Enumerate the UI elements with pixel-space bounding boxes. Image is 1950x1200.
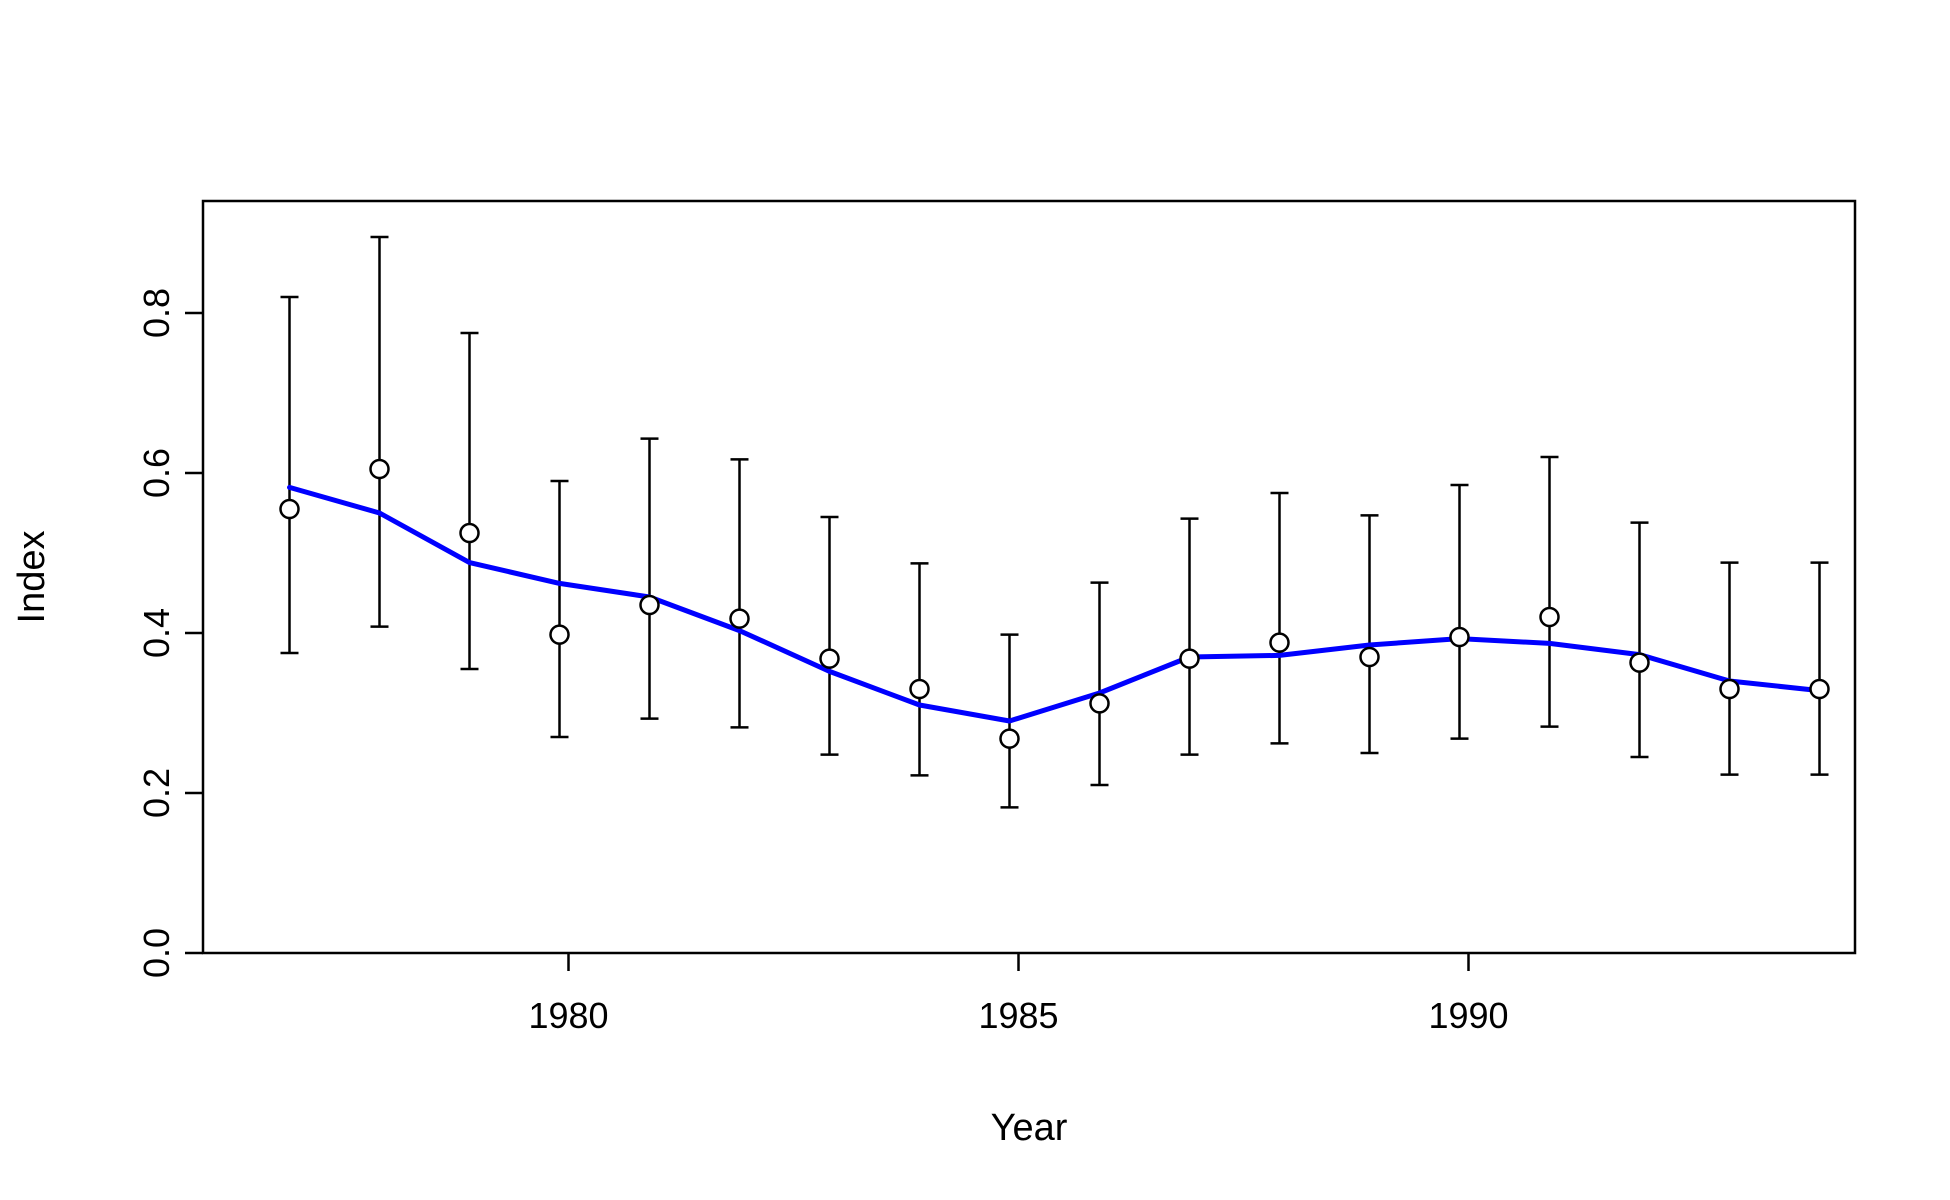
error-bar	[1090, 581, 1109, 787]
observed-point	[1449, 626, 1470, 648]
observed-point	[549, 624, 570, 645]
error-bar	[460, 331, 479, 671]
observed-points	[279, 458, 1830, 749]
observed-point	[729, 608, 750, 629]
y-tick-label: 0.6	[136, 448, 177, 498]
x-axis-title: Year	[991, 1107, 1068, 1149]
error-bar	[550, 479, 569, 739]
x-tick-label: 1980	[528, 995, 608, 1036]
error-bar	[1720, 561, 1739, 776]
observed-point	[1179, 648, 1200, 669]
error-bar	[910, 562, 929, 777]
observed-point	[1359, 646, 1380, 668]
error-bar	[1540, 455, 1559, 728]
error-bar	[1450, 483, 1469, 740]
error-bar	[1630, 521, 1649, 759]
observed-point	[369, 458, 390, 480]
plot-frame	[201, 199, 1857, 955]
observed-point	[1269, 632, 1290, 653]
y-tick-label: 0.2	[136, 768, 177, 818]
observed-point	[1539, 606, 1560, 628]
observed-point	[459, 522, 480, 544]
y-tick-label: 0.8	[136, 288, 177, 338]
observed-point	[819, 648, 840, 669]
observed-point	[639, 594, 660, 616]
observed-point	[999, 728, 1020, 749]
error-bar	[640, 437, 659, 720]
error-bar	[730, 458, 749, 729]
y-axis-title: Index	[11, 531, 53, 624]
error-bar	[1270, 491, 1289, 745]
error-bar	[370, 235, 389, 628]
x-axis: 1980 1985 1990	[528, 953, 1509, 1036]
error-bar	[820, 515, 839, 756]
fitted-line-group	[287, 484, 1822, 724]
error-bar	[1180, 517, 1199, 756]
error-bar	[1360, 514, 1379, 755]
observed-point	[1809, 678, 1830, 700]
fitted-line	[287, 484, 1822, 724]
y-tick-label: 0.4	[136, 608, 177, 658]
x-tick-label: 1990	[1428, 995, 1508, 1036]
observed-point	[279, 498, 300, 520]
observed-point	[1629, 652, 1650, 673]
y-axis: 0.0 0.2 0.4 0.6 0.8	[136, 288, 203, 978]
error-bars	[280, 235, 1829, 809]
observed-point	[909, 678, 930, 700]
error-bar	[1810, 561, 1829, 776]
error-bar	[280, 295, 299, 655]
observed-point	[1719, 678, 1740, 700]
y-tick-label: 0.0	[136, 928, 177, 978]
observed-point	[1089, 693, 1110, 714]
x-tick-label: 1985	[978, 995, 1058, 1036]
